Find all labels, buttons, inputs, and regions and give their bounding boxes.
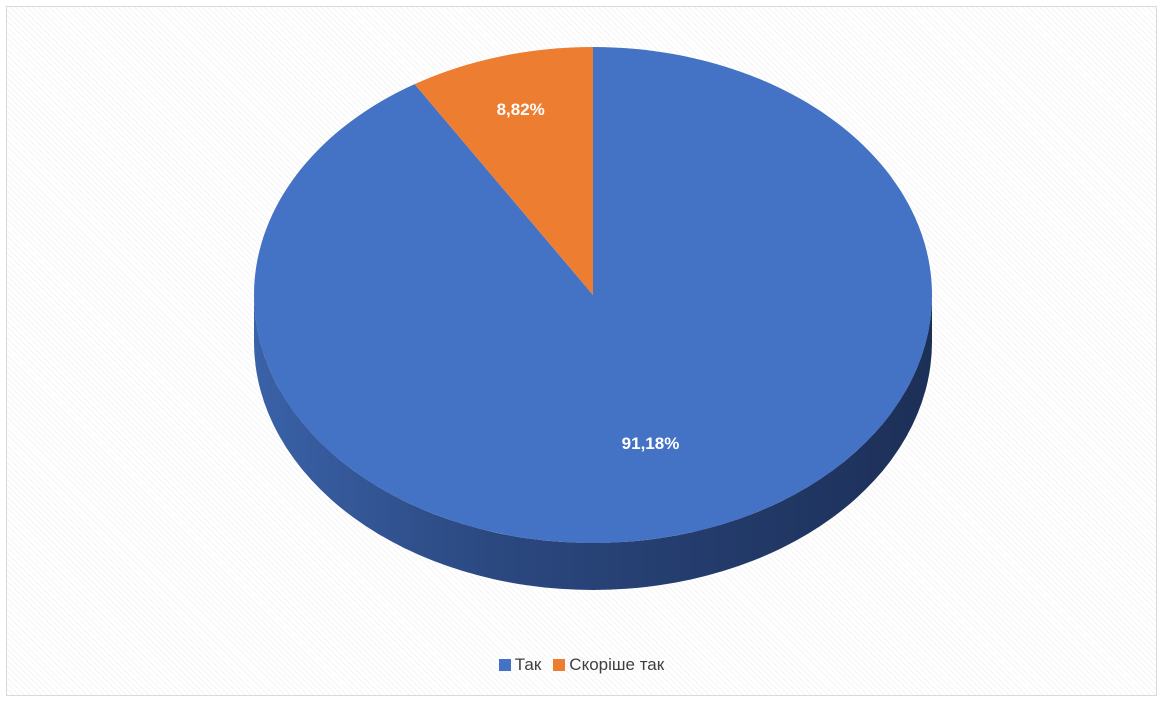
data-label-1: 8,82% (497, 100, 545, 119)
legend-swatch-skorishe-tak (553, 659, 566, 671)
pie-top-layer (253, 46, 933, 543)
chart-area: 91,18% 8,82% Так Скоріше так (6, 6, 1157, 696)
legend-swatch-tak (498, 659, 511, 671)
pie-slice-1 (414, 46, 593, 295)
data-label-0: 91,18% (622, 434, 680, 453)
pie-side-0 (254, 295, 932, 590)
legend: Так Скоріше так (7, 655, 1156, 675)
pie-chart: 91,18% 8,82% (253, 46, 933, 590)
legend-item-tak: Так (498, 655, 542, 675)
legend-label-skorishe-tak: Скоріше так (569, 655, 665, 674)
pie-depth-layer (254, 295, 932, 590)
legend-label-tak: Так (514, 655, 542, 674)
legend-item-skorishe-tak: Скоріше так (553, 655, 664, 675)
pie-labels-layer: 91,18% 8,82% (497, 100, 680, 453)
